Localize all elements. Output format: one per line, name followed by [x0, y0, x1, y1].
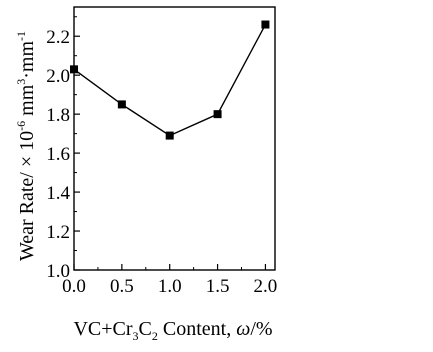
data-point-marker: [165, 131, 174, 140]
y-tick-label: 1.0: [46, 261, 70, 282]
y-tick-label: 1.8: [46, 105, 70, 126]
y-tick-label: 1.4: [46, 183, 70, 204]
data-point-marker: [70, 65, 78, 74]
y-tick-label: 2.0: [46, 66, 70, 87]
y-axis-title: Wear Rate/ × 10-6 mm3·mm-1: [14, 31, 38, 261]
x-tick-label: 1.5: [206, 276, 230, 297]
data-point-marker: [213, 110, 222, 119]
x-axis-title: VC+Cr3C2 Content, ω/%: [73, 318, 272, 343]
x-tick-label: 1.0: [158, 276, 182, 297]
y-tick-label: 1.2: [46, 222, 70, 243]
series-line: [73, 24, 267, 137]
x-tick-label: 0.0: [62, 276, 86, 297]
axis-ticks: [73, 16, 267, 271]
x-tick-label: 2.0: [254, 276, 278, 297]
x-tick-label: 0.5: [110, 276, 134, 297]
data-point-marker: [117, 100, 126, 109]
data-point-marker: [261, 20, 270, 29]
data-series: [70, 20, 270, 140]
y-tick-label: 2.2: [46, 27, 70, 48]
y-tick-label: 1.6: [46, 144, 70, 165]
tick-labels: 0.0 0.5 1.0 1.5 2.0 1.0 1.2 1.4 1.6 1.8 2.0 2.2: [46, 27, 277, 297]
plot-frame: [73, 6, 276, 271]
